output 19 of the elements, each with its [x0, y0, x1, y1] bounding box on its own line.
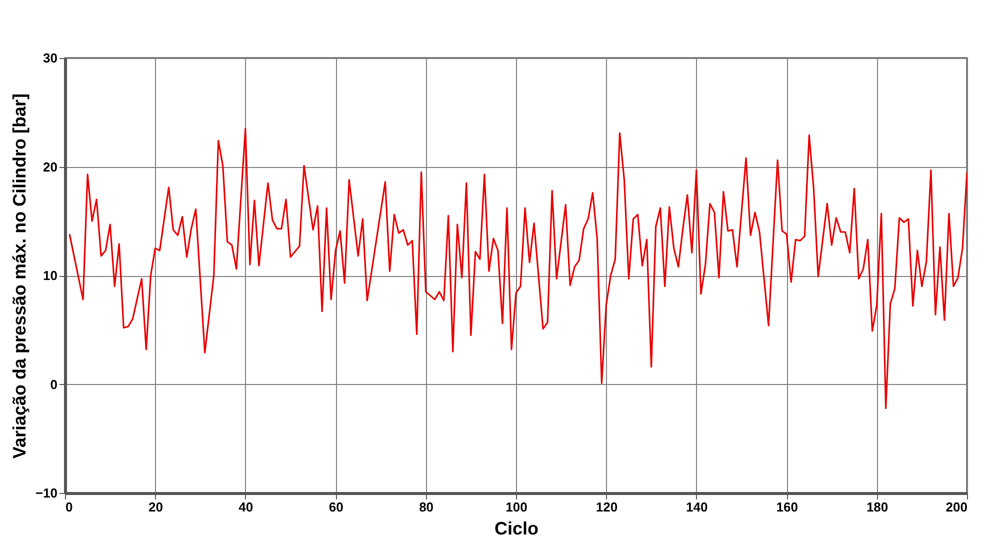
y-tick-label: 10	[43, 268, 58, 283]
x-tick-label: 160	[776, 500, 798, 514]
x-tick-label: 180	[866, 500, 888, 514]
x-tick-label: 20	[148, 500, 163, 514]
y-tick-label: 0	[50, 376, 58, 392]
x-tick-label: 140	[686, 500, 708, 514]
y-tick-label: 30	[43, 50, 58, 66]
x-tick-label: 80	[419, 500, 434, 514]
x-tick-label: 200	[946, 500, 968, 514]
x-tick-label: 100	[506, 500, 528, 514]
x-tick-label: 120	[596, 500, 618, 514]
x-tick-label: 40	[238, 500, 254, 514]
y-tick-label: 20	[43, 159, 58, 174]
x-tick-label: 0	[66, 500, 73, 514]
line-series	[68, 128, 967, 409]
x-axis-title: Ciclo	[494, 518, 539, 538]
x-tick-label: 60	[328, 500, 344, 514]
y-tick-label: −10	[35, 486, 58, 500]
y-axis-title: Variação da pressão máx. no Cilindro [bar]	[9, 93, 30, 459]
